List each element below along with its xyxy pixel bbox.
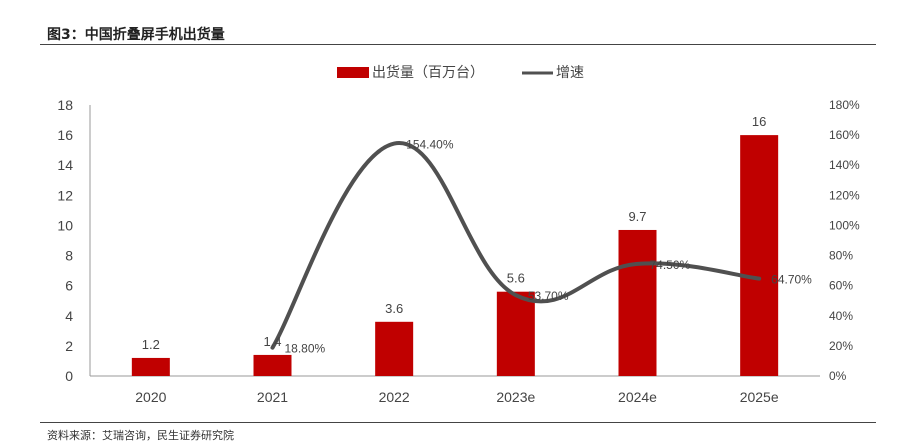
growth-value-label: 64.70%	[771, 273, 812, 287]
bar-value-label: 1.4	[263, 334, 281, 349]
growth-value-label: 154.40%	[406, 138, 454, 152]
legend-bar-label: 出货量（百万台）	[372, 64, 484, 80]
figure-title: 图3：中国折叠屏手机出货量	[47, 27, 225, 43]
x-tick-label: 2020	[135, 389, 166, 405]
left-tick-label: 6	[65, 278, 73, 294]
growth-point	[757, 277, 761, 281]
source-note: 资料来源：艾瑞咨询，民生证券研究院	[47, 429, 234, 442]
right-tick-label: 40%	[829, 309, 853, 323]
x-tick-label: 2025e	[740, 389, 779, 405]
right-tick-label: 60%	[829, 279, 853, 293]
bar	[496, 291, 535, 376]
growth-value-label: 53.70%	[528, 289, 569, 303]
x-tick-label: 2023e	[496, 389, 535, 405]
growth-value-label: 18.80%	[285, 342, 326, 356]
source-rule	[40, 422, 876, 423]
bar-value-label: 9.7	[628, 209, 646, 224]
growth-point	[514, 293, 518, 297]
line-series	[270, 141, 762, 350]
legend: 出货量（百万台） 增速	[337, 64, 584, 80]
bar	[740, 135, 779, 376]
bar-value-label: 5.6	[507, 271, 525, 286]
left-tick-label: 10	[57, 217, 73, 233]
left-tick-label: 0	[65, 368, 73, 384]
right-tick-label: 20%	[829, 339, 853, 353]
x-tick-label: 2024e	[618, 389, 657, 405]
bar-value-label: 1.2	[142, 337, 160, 352]
right-tick-label: 160%	[829, 128, 860, 142]
right-tick-label: 180%	[829, 98, 860, 112]
right-tick-label: 0%	[829, 369, 847, 383]
right-tick-label: 120%	[829, 188, 860, 202]
bar	[375, 321, 414, 376]
bar	[253, 354, 292, 376]
left-tick-label: 18	[57, 97, 73, 113]
left-tick-label: 14	[57, 157, 73, 173]
combo-chart: 出货量（百万台） 增速 0246810121416180%20%40%60%80…	[57, 64, 860, 405]
legend-line-label: 增速	[556, 64, 584, 80]
growth-point	[271, 346, 274, 350]
right-tick-label: 100%	[829, 218, 860, 232]
growth-point	[392, 142, 396, 146]
x-tick-label: 2022	[379, 389, 410, 405]
bar	[131, 357, 170, 376]
left-tick-label: 2	[65, 338, 73, 354]
title-rule	[40, 44, 876, 45]
data-labels: 1.2 1.4 3.6 5.6 9.7 16 18.80% 154.40% 53.70% 74.5…	[142, 114, 812, 356]
left-tick-label: 8	[65, 248, 73, 264]
left-tick-label: 12	[57, 187, 73, 203]
left-tick-label: 16	[57, 127, 73, 143]
growth-value-label: 74.50%	[650, 258, 691, 272]
growth-point	[636, 262, 639, 266]
x-tick-label: 2021	[257, 389, 288, 405]
bar-value-label: 16	[752, 114, 766, 129]
bar	[618, 229, 657, 376]
left-tick-label: 4	[65, 308, 73, 324]
axes: 0246810121416180%20%40%60%80%100%120%140…	[57, 97, 860, 405]
bar-value-label: 3.6	[385, 301, 403, 316]
right-tick-label: 140%	[829, 158, 860, 172]
legend-bar-swatch	[337, 67, 369, 78]
growth-line	[270, 141, 762, 350]
right-tick-label: 80%	[829, 249, 853, 263]
bar-series	[131, 135, 779, 376]
